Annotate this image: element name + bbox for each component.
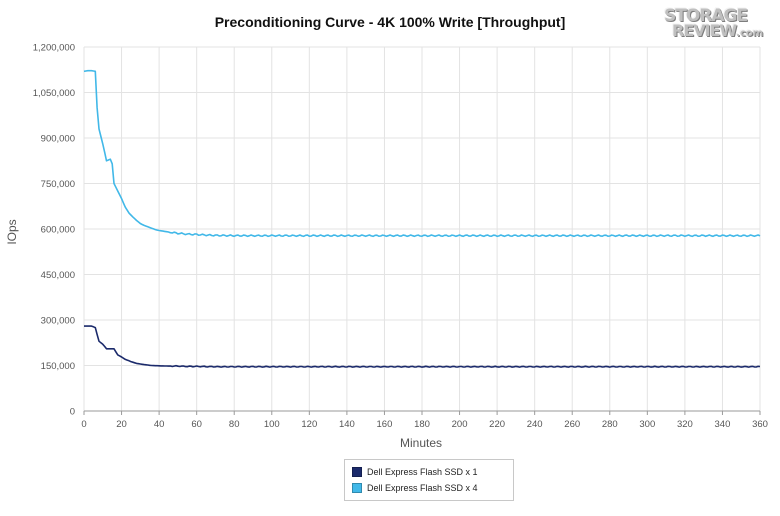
x-tick-label: 100 [264,419,280,430]
legend-swatch-ssd-x4 [352,483,362,493]
x-tick-label: 180 [414,419,430,430]
x-tick-label: 140 [339,419,355,430]
x-tick-label: 360 [752,419,768,430]
legend-item-ssd-x4: Dell Express Flash SSD x 4 [352,481,478,495]
storagereview-logo: STORAGE REVIEW.com [650,6,768,40]
legend-label-ssd-x1: Dell Express Flash SSD x 1 [367,467,478,477]
x-tick-label: 260 [564,419,580,430]
chart-legend: Dell Express Flash SSD x 1 Dell Express … [344,459,514,501]
x-tick-label: 80 [229,419,240,430]
legend-label-ssd-x4: Dell Express Flash SSD x 4 [367,483,478,493]
x-tick-label: 20 [116,419,127,430]
y-tick-label: 750,000 [41,179,75,190]
y-tick-label: 300,000 [41,316,75,327]
x-tick-labels: 0 20 40 60 80 100 120 140 160 180 200 220 240 260 280 3… [81,411,768,430]
x-tick-label: 120 [301,419,317,430]
legend-item-ssd-x1: Dell Express Flash SSD x 1 [352,465,478,479]
series-line-ssd-x1 [84,325,761,368]
logo-line-review: REVIEW.com [672,21,763,40]
x-tick-label: 200 [452,419,468,430]
y-tick-label: 0 [70,407,75,418]
x-tick-label: 220 [489,419,505,430]
y-tick-label: 1,050,000 [33,88,75,99]
x-tick-label: 0 [81,419,86,430]
y-tick-label: 600,000 [41,225,75,236]
chart-series [83,69,761,368]
x-tick-label: 300 [639,419,655,430]
logo-line-storage: STORAGE [664,6,748,26]
series-line-ssd-x4 [83,69,761,238]
y-tick-label: 150,000 [41,361,75,372]
y-axis-label: IOps [5,219,19,244]
x-tick-label: 40 [154,419,165,430]
legend-swatch-ssd-x1 [352,467,362,477]
logo-suffix: .com [736,28,764,39]
y-tick-label: 450,000 [41,270,75,281]
y-tick-labels: 0 150,000 300,000 450,000 600,000 750,000 900,… [33,43,75,418]
x-tick-label: 340 [715,419,731,430]
y-tick-label: 1,200,000 [33,43,75,54]
x-tick-label: 280 [602,419,618,430]
y-tick-label: 900,000 [41,134,75,145]
chart-title: Preconditioning Curve - 4K 100% Write [T… [214,14,566,30]
x-tick-label: 160 [377,419,393,430]
chart-grid [83,46,761,412]
x-tick-label: 320 [677,419,693,430]
x-tick-label: 240 [527,419,543,430]
logo-review-text: REVIEW [672,21,737,40]
x-axis-label: Minutes [400,436,442,450]
x-tick-label: 60 [191,419,202,430]
